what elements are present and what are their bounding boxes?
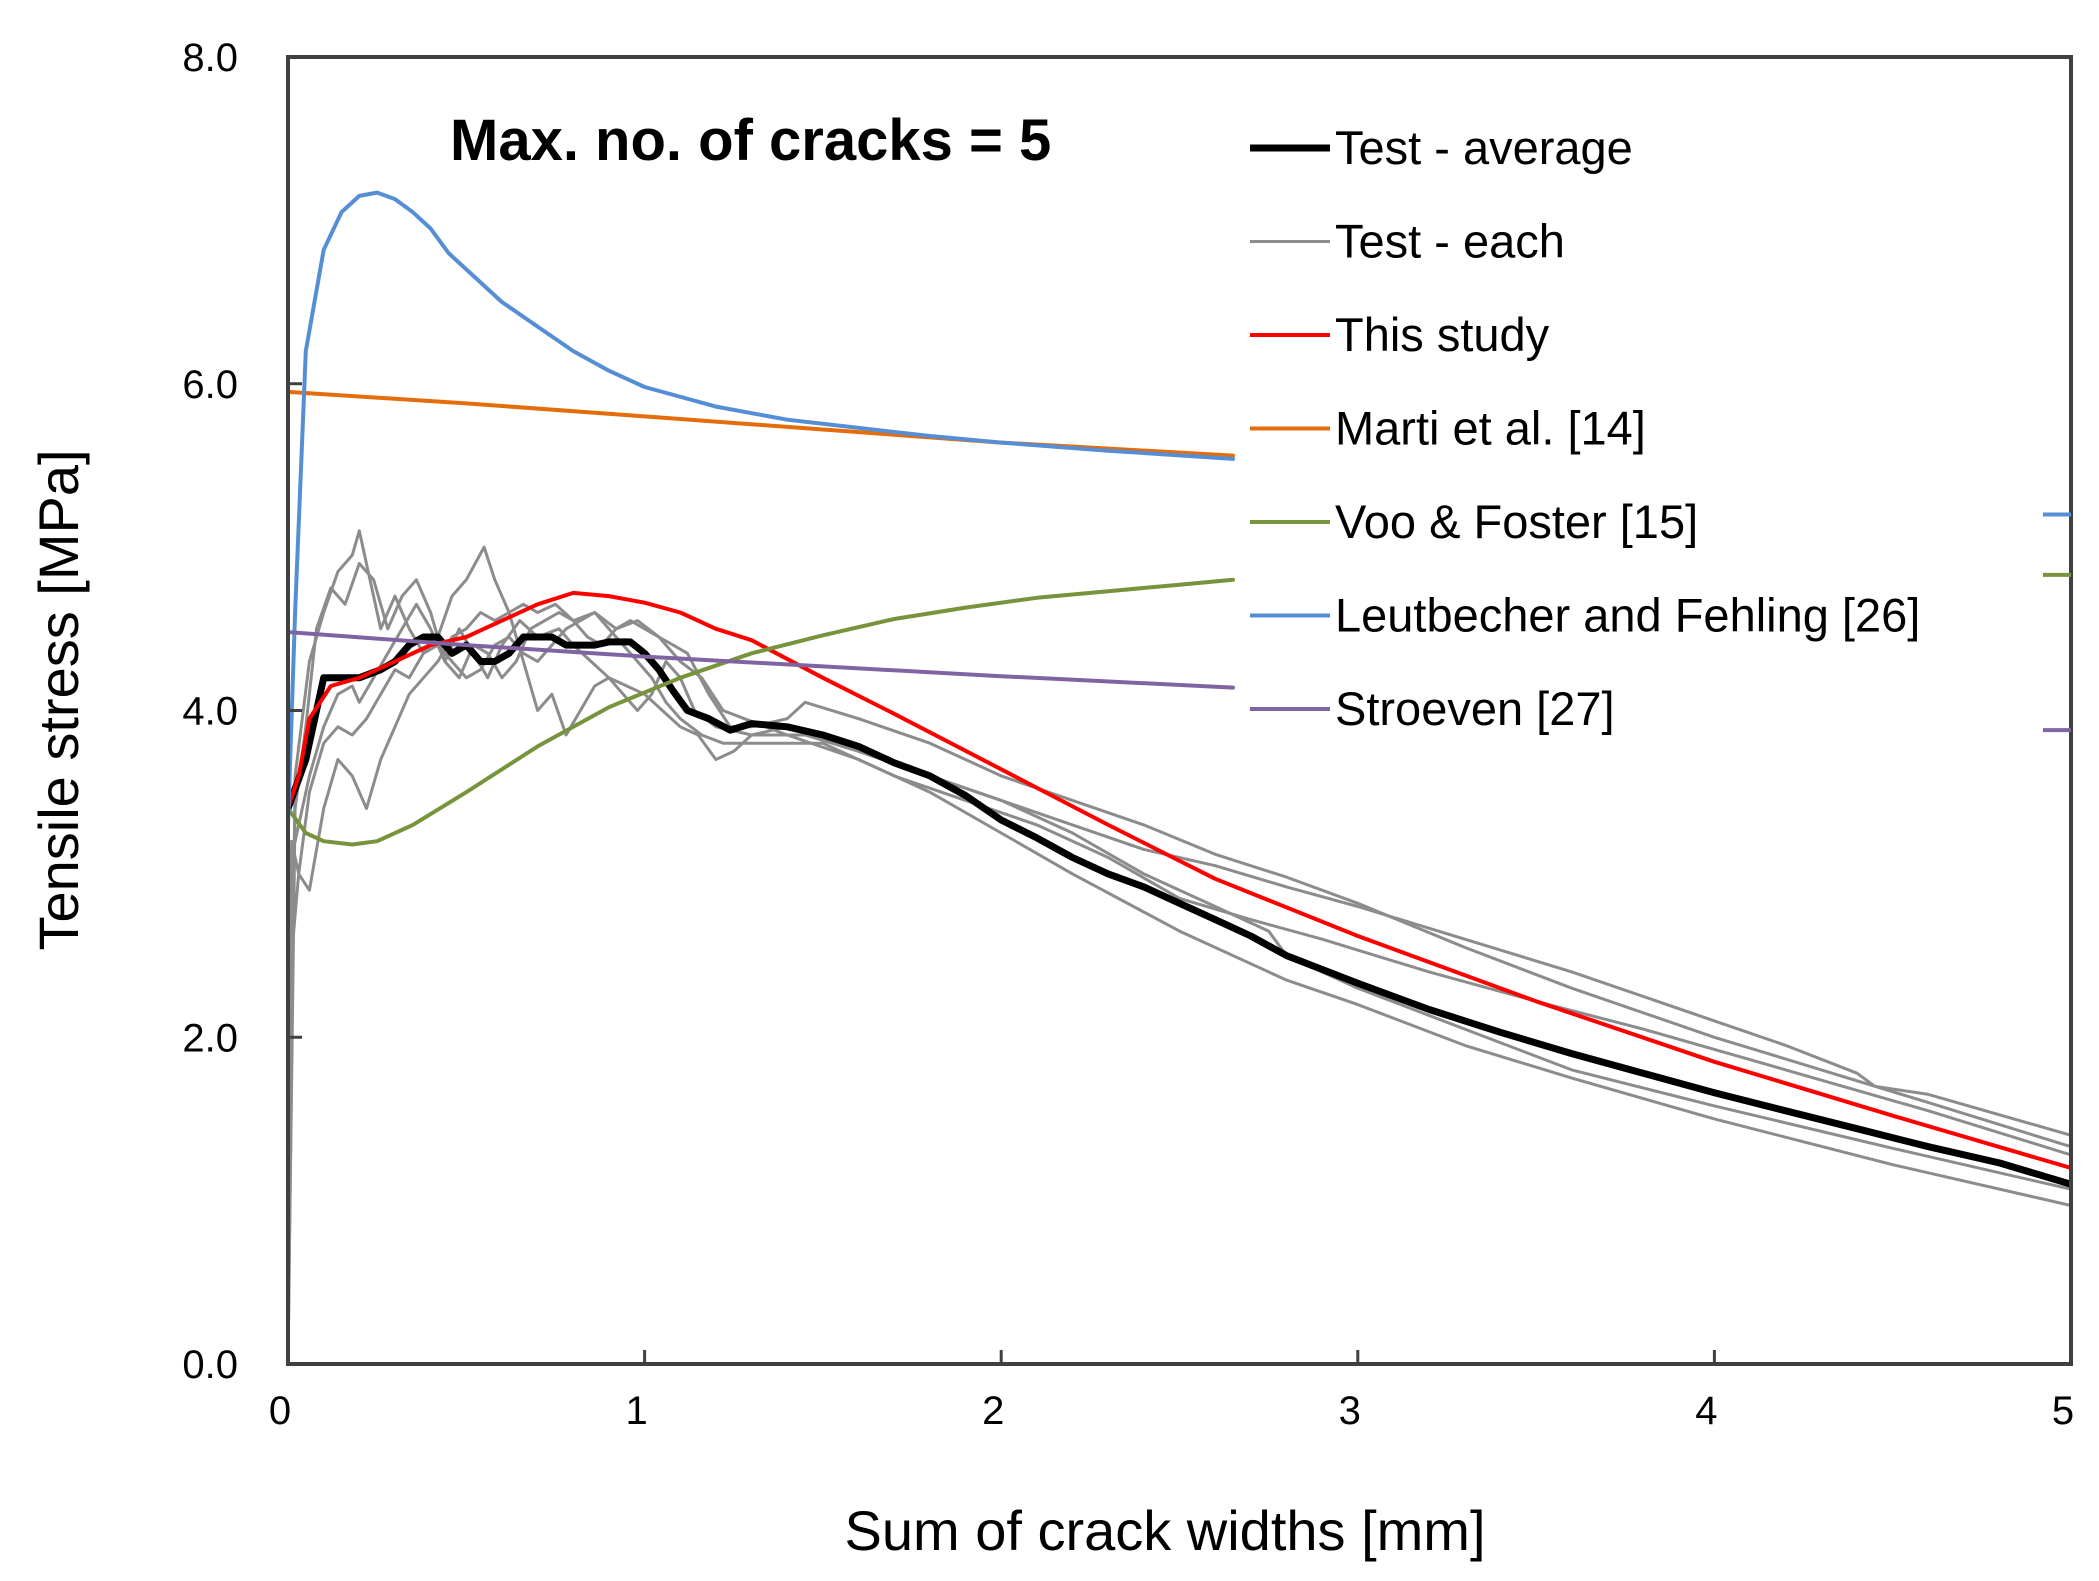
y-tick-label: 4.0 [182, 690, 238, 734]
legend-label: This study [1335, 308, 1550, 361]
legend-item-background [1240, 579, 1940, 644]
y-axis-title: Tensile stress [MPa] [27, 449, 90, 950]
legend-item: This study [1240, 299, 1940, 363]
legend-label: Stroeven [27] [1335, 682, 1615, 735]
x-tick-label: 3 [1339, 1389, 1361, 1433]
x-tick-label: 2 [982, 1389, 1004, 1433]
legend-label: Test - average [1335, 121, 1633, 174]
legend-item-background [1240, 299, 1940, 363]
legend-item-background [1240, 205, 1940, 270]
x-axis-title: Sum of crack widths [mm] [844, 1499, 1485, 1562]
legend-item-background [1240, 112, 1940, 176]
legend-label: Test - each [1335, 215, 1565, 268]
y-tick-label: 8.0 [182, 36, 238, 80]
legend-item-background [1240, 673, 1940, 737]
y-tick-label: 0.0 [182, 1343, 238, 1387]
legend-label: Voo & Foster [15] [1335, 495, 1698, 548]
y-tick-label: 6.0 [182, 363, 238, 407]
legend-item: Marti et al. [14] [1240, 392, 1940, 457]
legend: Test - average Test - each This study Marti… [1240, 112, 1940, 737]
legend-item: Stroeven [27] [1240, 673, 1940, 737]
x-tick-label: 5 [2052, 1389, 2074, 1433]
right-edge-markers [2043, 512, 2071, 733]
series-line-voo-foster-15-8 [288, 577, 1235, 847]
x-tick-label: 0 [269, 1389, 291, 1433]
series-line-this-study-6 [288, 590, 2071, 1170]
x-tick-label: 4 [1695, 1389, 1717, 1433]
axis-ticks: 0 1 2 3 4 5 0.0 2.0 4.0 6.0 8.0 [182, 36, 2074, 1433]
series-line-stroeven-27-10 [288, 630, 1235, 690]
legend-item: Leutbecher and Fehling [26] [1240, 579, 1940, 644]
legend-item: Test - average [1240, 112, 1940, 176]
x-tick-label: 1 [625, 1389, 647, 1433]
chart-title: Max. no. of cracks = 5 [450, 108, 1051, 173]
legend-item-background [1240, 486, 1940, 550]
series-line-test-each-4 [288, 611, 2071, 1364]
y-tick-label: 2.0 [182, 1016, 238, 1060]
legend-item: Voo & Foster [15] [1240, 486, 1940, 550]
series-line-leutbecher-and-fehling-26-9 [288, 190, 1235, 827]
legend-label: Marti et al. [14] [1335, 402, 1646, 455]
series-line-test-average-5 [288, 633, 2071, 1188]
legend-item-background [1240, 392, 1940, 457]
legend-label: Leutbecher and Fehling [26] [1335, 589, 1920, 642]
legend-item: Test - each [1240, 205, 1940, 270]
series-layer [288, 190, 2071, 1364]
